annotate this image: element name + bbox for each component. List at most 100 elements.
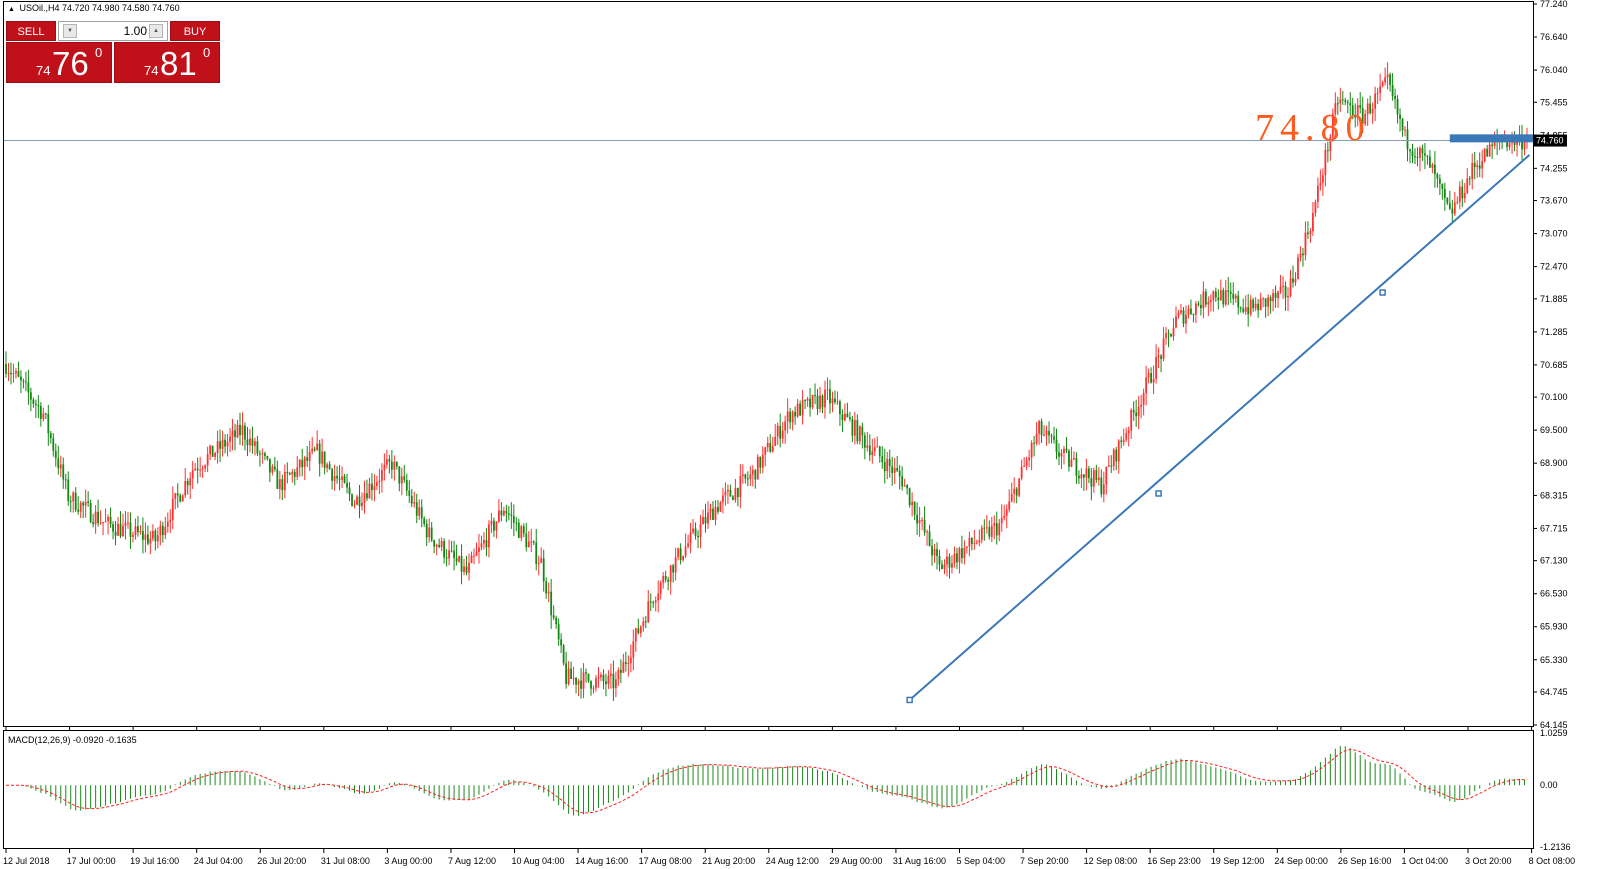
buy-price-button[interactable]: 74 81 0 xyxy=(114,42,220,83)
candle-body xyxy=(1187,308,1190,315)
candle-body xyxy=(799,403,802,416)
candle xyxy=(114,520,117,546)
candle-body xyxy=(1409,149,1411,152)
candle xyxy=(873,438,876,457)
candle-body xyxy=(433,540,436,547)
volume-increase-icon[interactable]: ▲ xyxy=(149,24,163,38)
candle-body xyxy=(84,501,87,506)
candle xyxy=(938,549,941,572)
candle xyxy=(348,482,351,502)
candle-body xyxy=(224,439,226,447)
candle-body xyxy=(851,419,854,436)
candle xyxy=(906,484,909,495)
candle xyxy=(296,456,299,481)
main-chart-frame xyxy=(3,1,1534,727)
candle-body xyxy=(1095,470,1098,481)
candle-body xyxy=(624,662,627,664)
candle xyxy=(468,553,470,581)
candle-body xyxy=(1262,298,1265,300)
candle xyxy=(1259,292,1262,311)
candle xyxy=(789,407,792,430)
trendline-anchor[interactable] xyxy=(906,696,913,704)
candle-body xyxy=(921,519,923,521)
candle-body xyxy=(1436,174,1439,179)
candle xyxy=(149,531,152,555)
candle xyxy=(1157,347,1160,369)
candle xyxy=(139,525,142,535)
candle-body xyxy=(206,454,209,466)
candle-body xyxy=(868,445,871,456)
candle-body xyxy=(764,447,767,455)
candle-body xyxy=(176,493,179,496)
candle xyxy=(1366,98,1369,127)
buy-button[interactable]: BUY xyxy=(170,21,220,41)
candle xyxy=(1020,459,1023,481)
candle-body xyxy=(186,480,189,486)
candle xyxy=(1336,96,1339,115)
candle-body xyxy=(1351,105,1354,116)
candle xyxy=(575,677,577,694)
candle xyxy=(433,539,436,554)
candle-body xyxy=(1399,114,1401,119)
candle xyxy=(1060,449,1063,470)
candle-body xyxy=(1391,84,1394,96)
candle xyxy=(585,668,587,683)
candle-body xyxy=(149,538,152,544)
volume-input[interactable] xyxy=(79,23,147,39)
candle xyxy=(622,653,625,673)
candle xyxy=(1005,504,1008,529)
candle-body xyxy=(52,438,55,451)
ohlc-values: 74.720 74.980 74.580 74.760 xyxy=(61,3,180,13)
candle xyxy=(1277,290,1279,308)
sell-button[interactable]: SELL xyxy=(6,21,56,41)
candle-body xyxy=(946,556,948,565)
candle xyxy=(333,464,336,491)
buy-price-prefix: 74 xyxy=(144,63,159,78)
candle-body xyxy=(674,557,677,573)
candle-body xyxy=(301,459,304,468)
sell-price-button[interactable]: 74 76 0 xyxy=(6,42,112,83)
candle-body xyxy=(428,527,431,538)
candle-body xyxy=(1336,103,1339,105)
candle xyxy=(478,533,480,564)
candle-body xyxy=(246,439,249,446)
volume-decrease-icon[interactable]: ▼ xyxy=(63,24,77,38)
candle xyxy=(1053,426,1055,444)
trendline-anchor[interactable] xyxy=(1155,490,1162,497)
candle-body xyxy=(7,372,10,374)
price-annotation-label: 74.80 xyxy=(1255,107,1371,149)
candle xyxy=(313,446,316,452)
candle-body xyxy=(298,459,301,468)
candle xyxy=(388,454,391,474)
candle-body xyxy=(1013,488,1016,494)
candle xyxy=(34,399,37,419)
candle-body xyxy=(194,468,197,471)
candle-body xyxy=(1048,430,1050,436)
candle-body xyxy=(729,489,732,497)
candle xyxy=(256,435,259,457)
candle-body xyxy=(32,399,35,404)
candle xyxy=(709,503,712,520)
candle xyxy=(497,499,500,523)
candle xyxy=(408,480,411,503)
candle-body xyxy=(839,401,841,415)
candle xyxy=(1075,452,1078,484)
resistance-zone-line xyxy=(1449,134,1533,143)
candle-body xyxy=(458,556,460,562)
candle xyxy=(1110,455,1113,473)
candle xyxy=(102,522,104,536)
candle-body xyxy=(1033,442,1036,444)
collapse-arrow-icon[interactable]: ▲ xyxy=(8,6,15,13)
candle xyxy=(552,605,555,621)
candle-body xyxy=(978,539,981,543)
candle-body xyxy=(328,464,331,470)
candle-body xyxy=(97,511,100,524)
candle-body xyxy=(866,445,869,448)
candle-body xyxy=(1045,430,1048,435)
trendline-anchor[interactable] xyxy=(1379,289,1386,296)
candle-body xyxy=(878,446,881,457)
candle-body xyxy=(585,672,587,674)
candle-body xyxy=(791,411,794,423)
candle-body xyxy=(468,562,470,573)
